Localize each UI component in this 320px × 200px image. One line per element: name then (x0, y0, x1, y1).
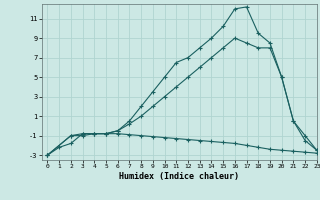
X-axis label: Humidex (Indice chaleur): Humidex (Indice chaleur) (119, 172, 239, 181)
